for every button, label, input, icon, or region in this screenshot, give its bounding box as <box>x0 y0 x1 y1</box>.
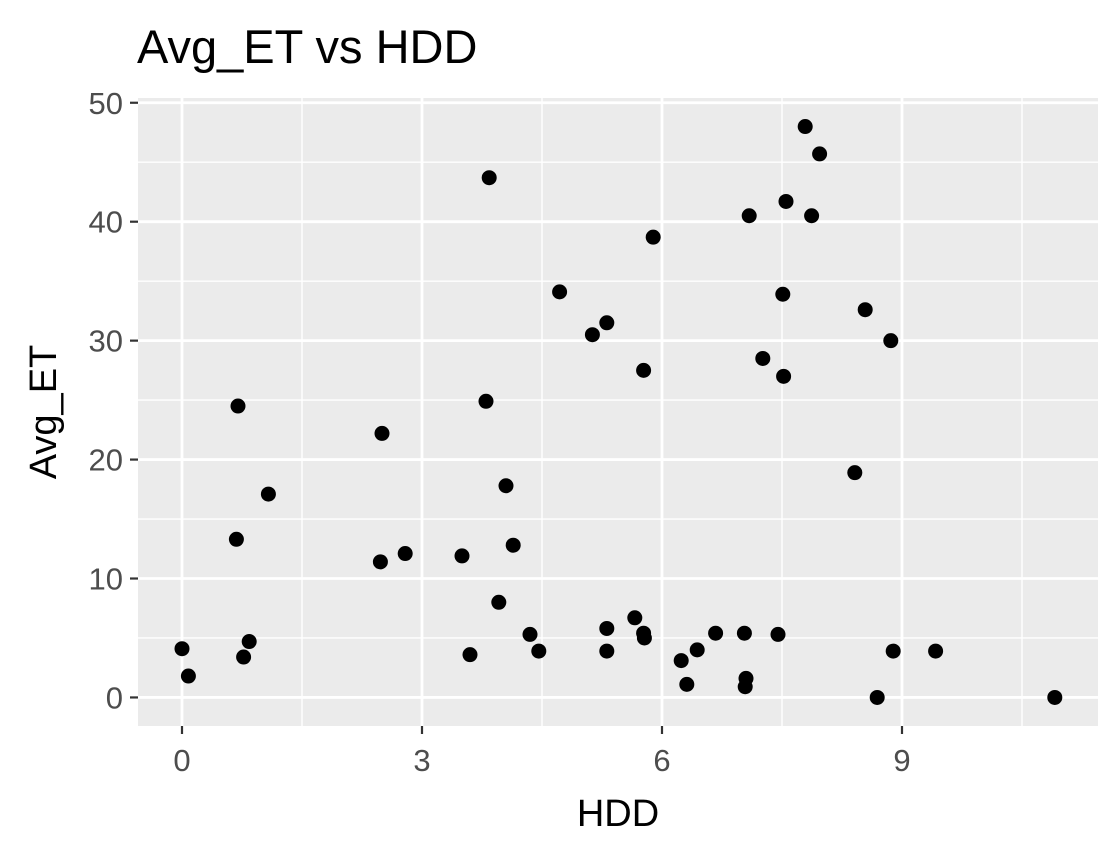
data-point <box>260 486 276 502</box>
gridlines <box>138 98 1098 726</box>
data-point <box>775 286 791 302</box>
data-point <box>741 208 757 224</box>
data-point <box>228 531 244 547</box>
data-point <box>599 620 615 636</box>
plot-panel <box>138 98 1098 726</box>
data-point <box>627 610 643 626</box>
data-point <box>241 634 257 650</box>
data-point <box>847 465 863 481</box>
y-tick-label: 40 <box>89 205 123 240</box>
y-tick-label: 0 <box>106 680 123 715</box>
y-tick-label: 20 <box>89 443 123 478</box>
data-point <box>883 333 899 349</box>
x-tick-label: 0 <box>173 743 190 778</box>
data-point <box>736 625 752 641</box>
data-point <box>522 626 538 642</box>
data-point <box>778 193 794 209</box>
data-point <box>599 643 615 659</box>
y-tick-label: 30 <box>89 324 123 359</box>
data-point <box>230 398 246 414</box>
data-point <box>673 653 689 669</box>
data-point <box>462 647 478 663</box>
data-point <box>478 393 494 409</box>
data-point <box>797 119 813 135</box>
data-point <box>372 554 388 570</box>
data-point <box>584 327 600 343</box>
data-point <box>708 625 724 641</box>
data-point <box>505 537 521 553</box>
data-point <box>531 643 547 659</box>
data-point <box>498 478 514 494</box>
chart-title: Avg_ET vs HDD <box>137 20 477 73</box>
data-point <box>374 425 390 441</box>
y-tick-label: 10 <box>89 562 123 597</box>
data-point <box>236 649 252 665</box>
x-axis: 0 3 6 9 <box>173 726 911 778</box>
data-point <box>689 642 705 658</box>
data-point <box>645 229 661 245</box>
data-point <box>928 643 944 659</box>
data-point <box>812 146 828 162</box>
data-point <box>481 170 497 186</box>
data-point <box>636 362 652 378</box>
data-point <box>636 630 652 646</box>
data-point <box>857 302 873 318</box>
x-tick-label: 3 <box>413 743 430 778</box>
data-point <box>755 350 771 366</box>
data-point <box>491 594 507 610</box>
data-point <box>552 284 568 300</box>
y-axis: 0 10 20 30 40 50 <box>89 86 138 715</box>
data-point <box>770 626 786 642</box>
data-point <box>885 643 901 659</box>
x-tick-label: 9 <box>893 743 910 778</box>
x-axis-title: HDD <box>577 793 659 835</box>
data-points <box>174 119 1063 705</box>
data-point <box>738 670 754 686</box>
data-point <box>804 208 820 224</box>
y-tick-label: 50 <box>89 86 123 121</box>
data-point <box>454 548 470 564</box>
data-point <box>869 689 885 705</box>
data-point <box>599 315 615 331</box>
data-point <box>679 676 695 692</box>
y-axis-title: Avg_ET <box>23 345 65 479</box>
x-tick-label: 6 <box>653 743 670 778</box>
data-point <box>1047 689 1063 705</box>
data-point <box>174 641 190 657</box>
data-point <box>776 368 792 384</box>
data-point <box>180 668 196 684</box>
data-point <box>397 546 413 562</box>
